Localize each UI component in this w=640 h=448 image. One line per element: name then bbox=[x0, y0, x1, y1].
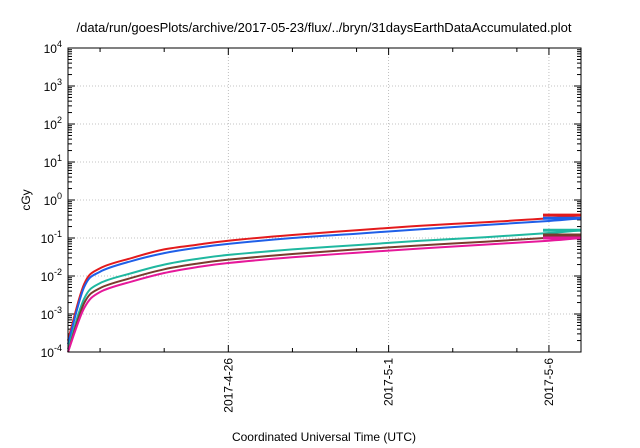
y-tick-label: 101 bbox=[44, 153, 62, 170]
y-tick-base: 10 bbox=[44, 80, 58, 94]
y-tick-label: 10-3 bbox=[41, 305, 62, 322]
x-axis: 2017-4-26 2017-5-1 2017-5-6 bbox=[99, 48, 556, 413]
y-tick-base: 10 bbox=[44, 118, 58, 132]
y-tick-exponent: -2 bbox=[54, 267, 62, 277]
series-line-4 bbox=[67, 234, 582, 353]
y-tick-exponent: -3 bbox=[54, 305, 62, 315]
y-tick-exponent: 2 bbox=[57, 115, 62, 125]
plot-frame bbox=[67, 47, 582, 353]
y-tick-label: 103 bbox=[44, 77, 62, 94]
series-line-2 bbox=[67, 217, 582, 345]
y-tick-base: 10 bbox=[41, 232, 55, 246]
y-tick-base: 10 bbox=[44, 194, 58, 208]
series-line-1 bbox=[67, 214, 582, 341]
y-tick-exponent: 0 bbox=[57, 191, 62, 201]
series-layer bbox=[67, 213, 582, 353]
y-axis-label: cGy bbox=[19, 189, 33, 210]
y-tick-exponent: -1 bbox=[54, 229, 62, 239]
y-tick-label: 102 bbox=[44, 115, 62, 132]
y-tick-exponent: -4 bbox=[54, 343, 62, 353]
grid bbox=[68, 48, 581, 352]
x-axis-label: Coordinated Universal Time (UTC) bbox=[232, 430, 416, 444]
x-tick-label: 2017-5-6 bbox=[542, 358, 556, 406]
y-tick-base: 10 bbox=[41, 270, 55, 284]
series-line-3 bbox=[67, 229, 582, 350]
y-tick-exponent: 4 bbox=[57, 39, 62, 49]
y-tick-exponent: 1 bbox=[57, 153, 62, 163]
x-tick-label: 2017-5-1 bbox=[382, 358, 396, 406]
y-tick-base: 10 bbox=[41, 308, 55, 322]
y-tick-label: 100 bbox=[44, 191, 62, 208]
y-tick-label: 10-2 bbox=[41, 267, 62, 284]
y-tick-label: 10-4 bbox=[41, 343, 62, 360]
y-tick-base: 10 bbox=[44, 156, 58, 170]
y-tick-base: 10 bbox=[44, 42, 58, 56]
y-tick-base: 10 bbox=[41, 346, 55, 360]
series-line-5 bbox=[67, 237, 582, 353]
y-tick-exponent: 3 bbox=[57, 77, 62, 87]
y-tick-label: 10-1 bbox=[41, 229, 62, 246]
x-tick-label: 2017-4-26 bbox=[221, 358, 235, 413]
y-tick-label: 104 bbox=[44, 39, 62, 56]
chart-title: /data/run/goesPlots/archive/2017-05-23/f… bbox=[76, 20, 571, 35]
